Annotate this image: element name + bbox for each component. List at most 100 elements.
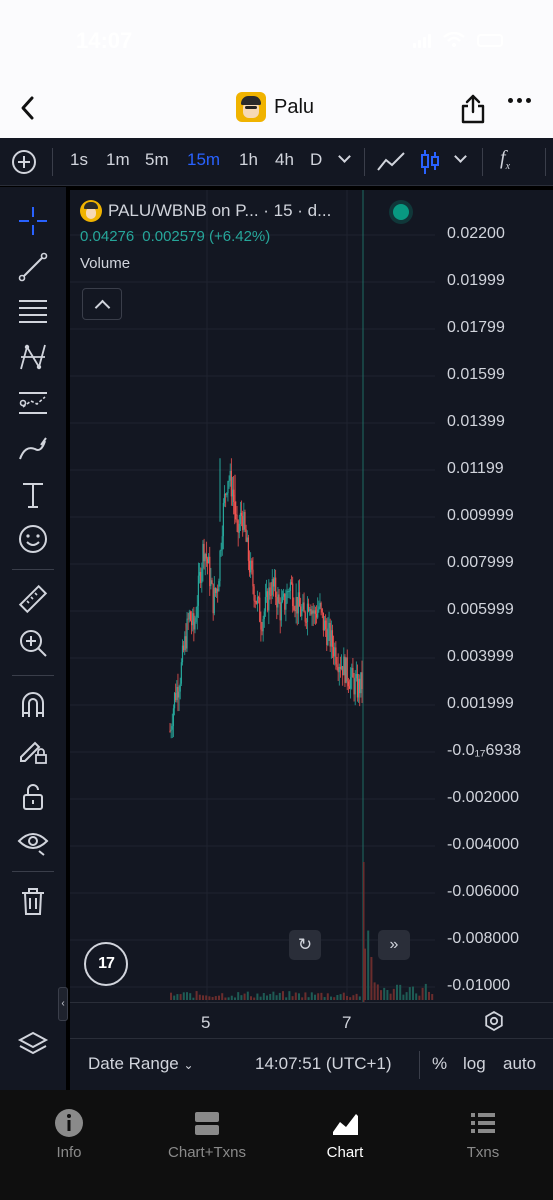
candle-body	[302, 602, 304, 610]
candle-body	[205, 553, 207, 559]
candle-body	[258, 597, 260, 599]
back-button[interactable]	[16, 92, 40, 124]
volume-label[interactable]: Volume	[80, 255, 131, 272]
lock-drawing-icon[interactable]	[17, 735, 49, 767]
reset-chart-button[interactable]: ↻	[289, 930, 321, 960]
candle-body	[195, 617, 197, 622]
trash-icon[interactable]	[17, 885, 49, 917]
volume-bar	[320, 992, 323, 1000]
interval-5m[interactable]: 5m	[145, 150, 169, 169]
pattern-icon[interactable]	[17, 341, 49, 373]
candle-body	[301, 609, 303, 617]
candle-body	[211, 580, 213, 584]
emoji-icon[interactable]	[17, 523, 49, 555]
candle-body	[283, 593, 285, 597]
candle-body	[209, 556, 211, 587]
chart-type-dropdown-icon[interactable]	[454, 150, 467, 163]
volume-bar	[424, 983, 427, 1000]
candle-body	[281, 596, 284, 603]
percent-toggle[interactable]: %	[432, 1054, 448, 1073]
candle-body	[348, 686, 351, 689]
prediction-icon[interactable]	[17, 387, 49, 419]
price-tick: 0.003999	[447, 648, 514, 665]
auto-toggle[interactable]: auto	[503, 1054, 537, 1073]
share-icon[interactable]	[459, 94, 487, 124]
interval-dropdown-icon[interactable]	[338, 150, 351, 163]
volume-bar	[282, 991, 284, 1000]
interval-d[interactable]: D	[310, 150, 323, 169]
tab-chart-txns[interactable]: Chart+Txns	[152, 1108, 262, 1161]
symbol-label[interactable]: PALU/WBNB on P... · 15 · d...	[108, 201, 332, 220]
candle-body	[197, 575, 200, 606]
interval-1h[interactable]: 1h	[239, 150, 258, 169]
date-range-button[interactable]: Date Range ⌄	[88, 1054, 194, 1073]
volume-bar	[376, 984, 379, 1000]
volume-bar	[198, 994, 201, 1000]
interval-15m[interactable]: 15m	[187, 150, 221, 169]
tab-chart[interactable]: Chart	[290, 1108, 400, 1161]
price-tick: 0.001999	[447, 695, 514, 712]
candle-body	[320, 602, 322, 609]
volume-bar	[392, 988, 395, 1000]
candle-body	[221, 536, 223, 550]
zoom-in-icon[interactable]	[17, 627, 49, 659]
magnet-icon[interactable]	[17, 689, 49, 721]
volume-bar	[339, 994, 342, 1000]
candle-body	[208, 556, 210, 564]
volume-bar	[352, 995, 355, 1000]
candlestick-chart[interactable]	[70, 190, 553, 1002]
candle-body	[239, 512, 242, 524]
panel-divider	[12, 675, 54, 676]
more-options-icon[interactable]	[508, 98, 531, 103]
layers-icon[interactable]	[17, 1029, 49, 1061]
ruler-icon[interactable]	[17, 583, 49, 615]
candle-body	[230, 470, 232, 497]
crosshair-icon[interactable]	[17, 205, 49, 237]
add-symbol-icon[interactable]	[12, 150, 36, 174]
chart-area[interactable]: PALU/WBNB on P... · 15 · d... 0.04276 0.…	[70, 190, 553, 1090]
candles-icon[interactable]	[420, 148, 440, 176]
eye-icon[interactable]	[17, 825, 49, 857]
candle-body	[290, 582, 293, 584]
interval-1m[interactable]: 1m	[106, 150, 130, 169]
candle-body	[350, 677, 352, 689]
volume-bar	[317, 993, 320, 1000]
time-axis[interactable]: 5 7	[70, 1002, 553, 1038]
volume-bar	[189, 993, 192, 1000]
price-change: 0.002579 (+6.42%)	[142, 228, 271, 245]
log-toggle[interactable]: log	[463, 1054, 486, 1073]
candle-body	[261, 629, 263, 632]
scroll-to-realtime-button[interactable]: »	[378, 930, 410, 960]
candle-body	[337, 667, 339, 673]
interval-1s[interactable]: 1s	[70, 150, 88, 169]
trend-line-icon[interactable]	[17, 251, 49, 283]
legend-collapse-button[interactable]	[82, 288, 122, 320]
candle-body	[334, 647, 336, 657]
tab-txns[interactable]: Txns	[428, 1108, 538, 1161]
tradingview-logo[interactable]: 17	[84, 942, 128, 986]
unlock-icon[interactable]	[17, 781, 49, 813]
line-chart-icon[interactable]	[376, 150, 406, 174]
page-title: Palu	[274, 95, 315, 118]
candle-body	[357, 678, 360, 698]
volume-bar	[221, 993, 224, 1000]
indicators-icon[interactable]: fx	[500, 147, 511, 172]
fib-retracement-icon[interactable]	[17, 295, 49, 327]
price-value: 0.04276	[80, 228, 135, 245]
interval-4h[interactable]: 4h	[275, 150, 294, 169]
candle-body	[313, 610, 315, 614]
nav-title-group: Palu	[236, 92, 314, 122]
clock-timezone[interactable]: 14:07:51 (UTC+1)	[255, 1054, 392, 1073]
brush-icon[interactable]	[17, 433, 49, 465]
text-icon[interactable]	[17, 479, 49, 511]
candle-body	[254, 600, 256, 602]
price-tick: 0.01399	[447, 413, 505, 430]
price-tick: -0.004000	[447, 836, 520, 853]
tab-info[interactable]: Info	[14, 1108, 124, 1161]
panel-collapse-handle[interactable]: ‹	[58, 987, 68, 1021]
price-tick: -0.008000	[447, 930, 520, 947]
settings-icon[interactable]	[484, 1011, 504, 1031]
candle-body	[212, 583, 214, 614]
info-icon	[55, 1109, 83, 1137]
candle-body	[342, 666, 344, 676]
